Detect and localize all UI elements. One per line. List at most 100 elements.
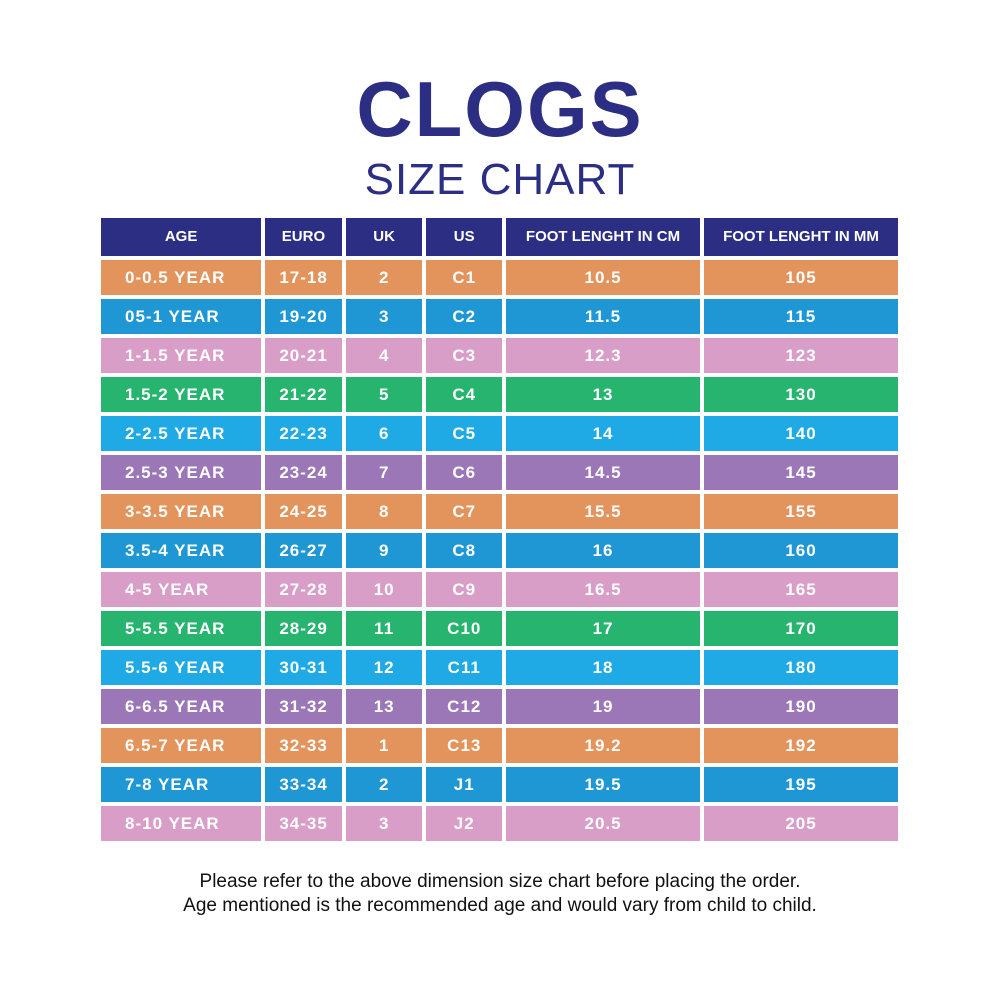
foot-length-mm-cell: 115 (704, 299, 898, 334)
age-cell: 4-5 YEAR (101, 572, 262, 607)
age-cell: 6-6.5 YEAR (101, 689, 262, 724)
foot-length-mm-cell: 123 (704, 338, 898, 373)
foot-length-cm-cell: 14 (506, 416, 701, 451)
table-row: 8-10 YEAR 34-35 3 J2 20.5 205 (101, 806, 898, 841)
uk-cell: 13 (345, 689, 423, 724)
us-cell: J2 (426, 806, 503, 841)
euro-cell: 31-32 (265, 689, 342, 724)
header-foot-length-cm: FOOT LENGHT IN CM (506, 218, 700, 256)
age-cell: 1-1.5 YEAR (101, 338, 262, 373)
foot-length-mm-cell: 190 (704, 689, 898, 724)
age-cell: 05-1 YEAR (101, 299, 262, 334)
foot-length-cm-cell: 17 (506, 611, 701, 646)
foot-length-cm-cell: 18 (506, 650, 701, 685)
uk-cell: 8 (345, 494, 423, 529)
table-row: 6-6.5 YEAR 31-32 13 C12 19 190 (101, 689, 898, 724)
header-foot-length-mm: FOOT LENGHT IN MM (704, 218, 898, 256)
uk-cell: 3 (345, 806, 423, 841)
age-cell: 0-0.5 YEAR (101, 260, 262, 295)
foot-length-cm-cell: 19 (506, 689, 701, 724)
foot-length-cm-cell: 16.5 (506, 572, 701, 607)
foot-length-cm-cell: 19.2 (506, 728, 701, 763)
header-uk: UK (345, 218, 423, 256)
age-cell: 2-2.5 YEAR (101, 416, 262, 451)
header-euro: EURO (265, 218, 342, 256)
footer-note: Please refer to the above dimension size… (0, 870, 1000, 918)
foot-length-mm-cell: 145 (704, 455, 898, 490)
us-cell: C4 (426, 377, 503, 412)
us-cell: C13 (426, 728, 503, 763)
foot-length-mm-cell: 180 (704, 650, 898, 685)
table-body: 0-0.5 YEAR 17-18 2 C1 10.5 105 05-1 YEAR 19-20 3… (101, 260, 898, 841)
age-cell: 3.5-4 YEAR (101, 533, 262, 568)
table-row: 05-1 YEAR 19-20 3 C2 11.5 115 (101, 299, 898, 334)
euro-cell: 33-34 (265, 767, 342, 802)
us-cell: C3 (426, 338, 503, 373)
foot-length-mm-cell: 195 (704, 767, 898, 802)
euro-cell: 22-23 (265, 416, 342, 451)
foot-length-mm-cell: 165 (704, 572, 898, 607)
age-cell: 2.5-3 YEAR (101, 455, 262, 490)
uk-cell: 11 (345, 611, 423, 646)
foot-length-mm-cell: 155 (704, 494, 898, 529)
page-title: CLOGS (356, 65, 644, 153)
foot-length-cm-cell: 16 (506, 533, 701, 568)
table-row: 3.5-4 YEAR 26-27 9 C8 16 160 (101, 533, 898, 568)
us-cell: J1 (426, 767, 503, 802)
foot-length-mm-cell: 130 (704, 377, 898, 412)
table-row: 7-8 YEAR 33-34 2 J1 19.5 195 (101, 767, 898, 802)
table-row: 0-0.5 YEAR 17-18 2 C1 10.5 105 (101, 260, 898, 295)
table-row: 2.5-3 YEAR 23-24 7 C6 14.5 145 (101, 455, 898, 490)
uk-cell: 9 (345, 533, 423, 568)
us-cell: C2 (426, 299, 503, 334)
foot-length-cm-cell: 10.5 (506, 260, 701, 295)
table-row: 6.5-7 YEAR 32-33 1 C13 19.2 192 (101, 728, 898, 763)
uk-cell: 6 (345, 416, 423, 451)
foot-length-cm-cell: 19.5 (506, 767, 701, 802)
euro-cell: 34-35 (265, 806, 342, 841)
foot-length-mm-cell: 105 (704, 260, 898, 295)
uk-cell: 1 (345, 728, 423, 763)
foot-length-cm-cell: 11.5 (506, 299, 701, 334)
header-us: US (426, 218, 502, 256)
uk-cell: 3 (345, 299, 423, 334)
euro-cell: 28-29 (265, 611, 342, 646)
us-cell: C1 (426, 260, 503, 295)
us-cell: C9 (426, 572, 503, 607)
us-cell: C8 (426, 533, 503, 568)
size-chart-table: AGE EURO UK US FOOT LENGHT IN CM FOOT LE… (101, 218, 898, 845)
age-cell: 7-8 YEAR (101, 767, 262, 802)
table-row: 1-1.5 YEAR 20-21 4 C3 12.3 123 (101, 338, 898, 373)
foot-length-mm-cell: 192 (704, 728, 898, 763)
age-cell: 3-3.5 YEAR (101, 494, 262, 529)
uk-cell: 2 (345, 767, 423, 802)
foot-length-cm-cell: 12.3 (506, 338, 701, 373)
footer-line-2: Age mentioned is the recommended age and… (183, 895, 817, 916)
uk-cell: 2 (345, 260, 423, 295)
euro-cell: 30-31 (265, 650, 342, 685)
euro-cell: 20-21 (265, 338, 342, 373)
us-cell: C6 (426, 455, 503, 490)
euro-cell: 17-18 (265, 260, 342, 295)
euro-cell: 26-27 (265, 533, 342, 568)
foot-length-mm-cell: 170 (704, 611, 898, 646)
table-row: 1.5-2 YEAR 21-22 5 C4 13 130 (101, 377, 898, 412)
uk-cell: 4 (345, 338, 423, 373)
page-subtitle: SIZE CHART (364, 155, 636, 204)
us-cell: C11 (426, 650, 503, 685)
euro-cell: 19-20 (265, 299, 342, 334)
euro-cell: 27-28 (265, 572, 342, 607)
foot-length-mm-cell: 160 (704, 533, 898, 568)
us-cell: C10 (426, 611, 503, 646)
table-row: 2-2.5 YEAR 22-23 6 C5 14 140 (101, 416, 898, 451)
uk-cell: 10 (345, 572, 423, 607)
euro-cell: 32-33 (265, 728, 342, 763)
euro-cell: 24-25 (265, 494, 342, 529)
table-header-row: AGE EURO UK US FOOT LENGHT IN CM FOOT LE… (101, 218, 898, 256)
foot-length-cm-cell: 13 (506, 377, 701, 412)
header-age: AGE (101, 218, 262, 256)
age-cell: 5-5.5 YEAR (101, 611, 262, 646)
table-row: 3-3.5 YEAR 24-25 8 C7 15.5 155 (101, 494, 898, 529)
age-cell: 1.5-2 YEAR (101, 377, 262, 412)
foot-length-cm-cell: 14.5 (506, 455, 701, 490)
